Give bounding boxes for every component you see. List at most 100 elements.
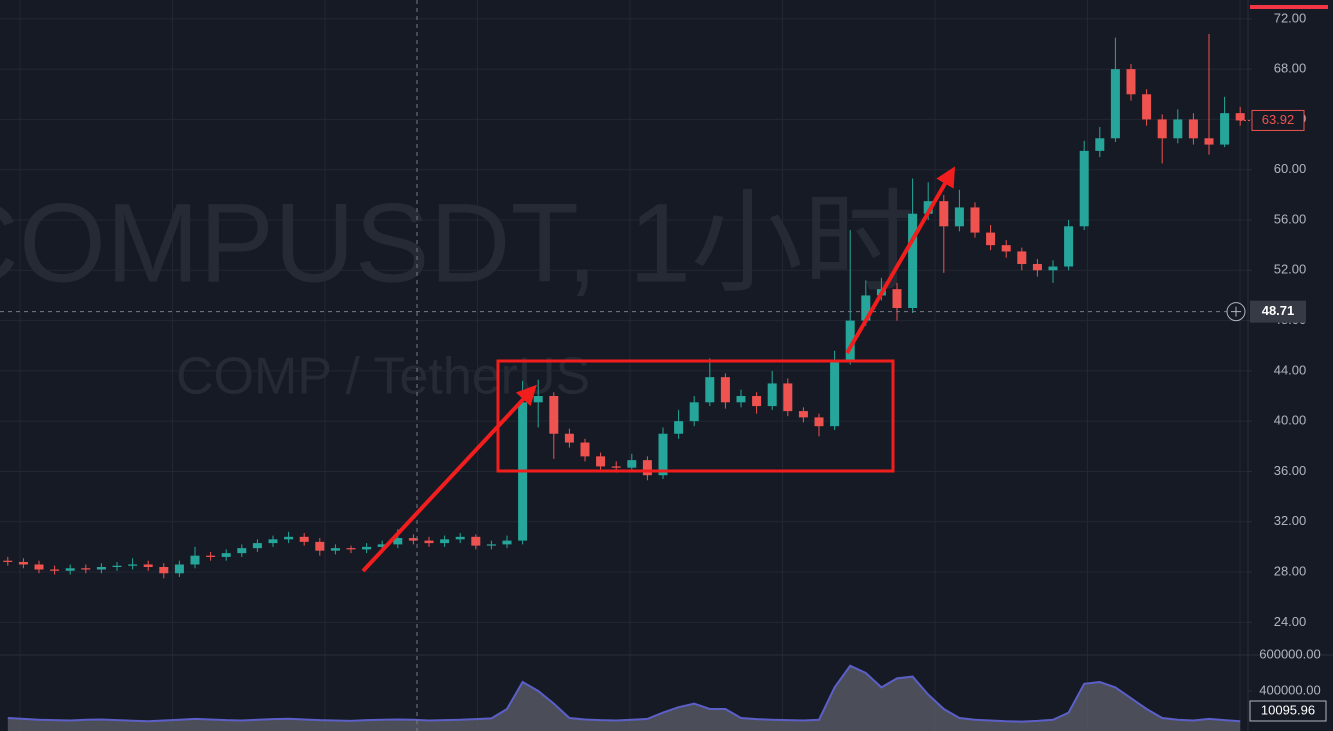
y-tick-label: 40.00	[1274, 413, 1307, 428]
candle-body	[658, 433, 668, 476]
candle-body	[580, 442, 590, 457]
candle-body	[1032, 264, 1042, 271]
y-tick-label: 72.00	[1274, 10, 1307, 25]
volume-line	[7, 664, 1241, 723]
candle-body	[299, 536, 309, 542]
candle-body	[1157, 119, 1167, 139]
annotation-box	[496, 359, 895, 473]
y-tick-label: 60.00	[1274, 161, 1307, 176]
candle-body	[923, 201, 933, 214]
candle-body	[377, 544, 387, 547]
candle-body	[471, 536, 481, 546]
candle-body	[596, 456, 606, 467]
candle-body	[330, 548, 340, 551]
watermark-subtitle: COMP / TetherUS	[176, 348, 590, 406]
candle-body	[1126, 69, 1136, 95]
candle-body	[486, 544, 496, 546]
candle-body	[954, 207, 964, 227]
y-tick-label: 36.00	[1274, 463, 1307, 478]
candle-body	[393, 538, 403, 545]
candle-body	[767, 383, 777, 407]
candle-body	[221, 553, 231, 557]
candle-body	[1079, 150, 1089, 227]
candle-body	[81, 568, 91, 570]
volume-tick-label: 400000.00	[1259, 682, 1320, 697]
candle-body	[1048, 266, 1058, 271]
candle-body	[1142, 94, 1152, 120]
candle-body	[1220, 113, 1230, 145]
candle-body	[502, 540, 512, 545]
watermark: COMPUSDT, 1小时	[0, 181, 915, 306]
volume-tick-label: 600000.00	[1259, 646, 1320, 661]
candle-body	[96, 566, 106, 570]
candle-body	[1017, 251, 1027, 265]
candle-body	[1235, 113, 1245, 121]
candle-body	[252, 543, 262, 549]
candle-body	[440, 539, 450, 544]
candle-body	[783, 383, 793, 412]
annotation-arrow	[845, 166, 956, 355]
candle-body	[1110, 69, 1120, 139]
candle-body	[159, 566, 169, 574]
candle-body	[315, 541, 325, 551]
candle-body	[284, 536, 294, 540]
candle-body	[845, 320, 855, 361]
y-tick-label: 52.00	[1274, 262, 1307, 277]
candle-body	[814, 417, 824, 427]
candle-body	[1001, 245, 1011, 252]
top-marker	[1250, 5, 1328, 9]
candle-body	[1204, 138, 1214, 145]
candle-body	[3, 560, 13, 562]
candle-body	[455, 536, 465, 540]
crosshair-add-icon	[1231, 306, 1241, 317]
annotation-arrow	[361, 384, 537, 573]
last-volume-box	[1249, 700, 1327, 722]
candle-body	[1064, 226, 1074, 267]
candle-body	[798, 411, 808, 418]
y-tick-label: 28.00	[1274, 563, 1307, 578]
candle-body	[674, 421, 684, 434]
volume-area	[7, 665, 1241, 731]
candle-body	[549, 396, 559, 434]
candle-body	[112, 565, 122, 567]
candle-body	[50, 569, 60, 571]
candle-body	[206, 555, 216, 557]
candle-body	[627, 460, 637, 468]
y-tick-label: 32.00	[1274, 513, 1307, 528]
y-tick-label: 56.00	[1274, 211, 1307, 226]
last-volume-label: 10095.96	[1261, 702, 1315, 717]
candle-body	[705, 377, 715, 403]
candle-body	[1173, 119, 1183, 139]
candle-body	[128, 564, 138, 566]
candle-body	[362, 546, 372, 550]
candle-body	[268, 539, 278, 544]
candle-body	[34, 564, 44, 570]
candle-body	[190, 555, 200, 565]
candle-body	[642, 460, 652, 476]
crosshair-label-box	[1250, 300, 1306, 323]
candle-body	[689, 402, 699, 422]
candle-body	[736, 396, 746, 403]
candle-body	[720, 377, 730, 403]
y-tick-label: 24.00	[1274, 614, 1307, 629]
candle-body	[564, 433, 574, 443]
volume-pane	[7, 664, 1241, 731]
candle-body	[752, 396, 762, 407]
candle-body	[346, 548, 356, 550]
candle-body	[970, 207, 980, 233]
candle-body	[424, 540, 434, 544]
candles	[3, 33, 1245, 579]
candle-body	[939, 201, 949, 227]
candle-body	[143, 564, 153, 567]
candle-body	[986, 232, 996, 246]
axis-labels: 24.0028.0032.0036.0040.0044.0048.0052.00…	[1226, 10, 1327, 722]
candle-body	[18, 561, 28, 565]
candle-body	[65, 568, 75, 571]
last-price-label: 63.92	[1262, 112, 1295, 127]
crosshair-price-label: 48.71	[1262, 303, 1295, 318]
last-price-box	[1251, 109, 1305, 131]
candle-body	[861, 295, 871, 321]
candle-body	[892, 289, 902, 309]
candle-body	[408, 538, 418, 541]
